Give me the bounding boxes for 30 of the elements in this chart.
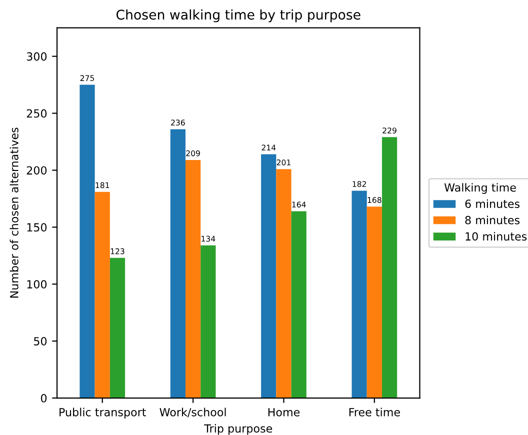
y-tick-label: 0 xyxy=(40,394,47,402)
y-tick-label: 100 xyxy=(27,280,47,288)
bar xyxy=(94,192,110,398)
chart-title: Chosen walking time by trip purpose xyxy=(116,9,360,22)
y-tick-label: 150 xyxy=(27,223,47,232)
bar xyxy=(352,190,367,398)
legend-title: Walking time xyxy=(444,183,516,194)
bar xyxy=(382,137,398,398)
y-axis-title: Number of chosen alternatives xyxy=(10,128,18,298)
legend-label: 8 minutes xyxy=(465,216,520,224)
y-tick-label: 50 xyxy=(34,337,47,346)
x-tick-label: Home xyxy=(268,408,300,416)
bar xyxy=(291,211,306,398)
bar xyxy=(110,258,126,398)
legend-label: 10 minutes xyxy=(466,232,527,241)
x-axis-title: Trip purpose xyxy=(204,424,272,435)
bar xyxy=(170,129,186,398)
x-tick-label: Free time xyxy=(349,408,400,416)
y-tick-label: 300 xyxy=(26,52,47,61)
bar xyxy=(185,160,201,398)
y-tick-label: 200 xyxy=(26,166,47,175)
x-tick-label: Work/school xyxy=(160,408,226,418)
bar xyxy=(200,245,216,398)
bar xyxy=(80,84,95,398)
y-tick-label: 250 xyxy=(26,109,47,118)
bar xyxy=(261,154,276,398)
legend-label: 6 minutes xyxy=(465,199,520,208)
x-tick-label: Public transport xyxy=(60,408,146,418)
bar xyxy=(276,169,292,398)
bar xyxy=(366,206,382,398)
